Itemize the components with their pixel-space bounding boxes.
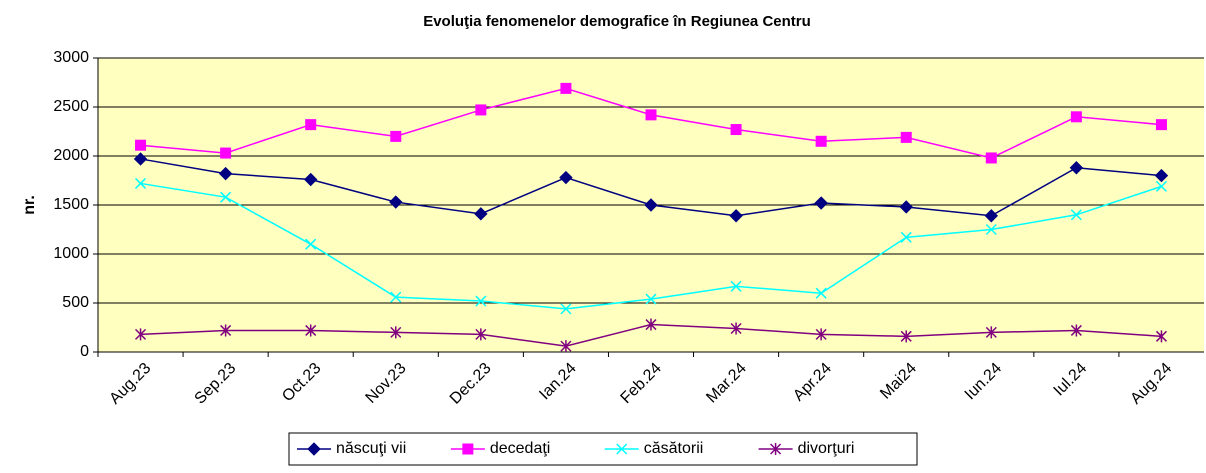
marker <box>218 166 233 181</box>
x-tick-label: Apr.24 <box>790 360 835 405</box>
x-tick-label: Oct.23 <box>279 360 324 405</box>
marker <box>815 287 827 299</box>
marker <box>560 82 572 94</box>
marker <box>220 191 232 203</box>
marker <box>135 139 147 151</box>
legend-label: decedaţi <box>490 440 551 457</box>
marker <box>900 131 912 143</box>
marker <box>1154 168 1169 183</box>
y-tick-label: 500 <box>62 294 89 311</box>
marker <box>220 324 232 337</box>
y-tick-label: 0 <box>80 343 89 360</box>
x-tick-label: Nov.23 <box>363 360 410 407</box>
marker <box>390 130 402 142</box>
marker <box>616 443 628 455</box>
marker <box>560 303 572 315</box>
marker <box>645 293 657 305</box>
marker <box>305 119 317 131</box>
x-tick-label: Mar.24 <box>703 360 750 407</box>
y-tick-label: 1500 <box>53 196 89 213</box>
marker <box>135 328 147 341</box>
y-tick-label: 2000 <box>53 147 89 164</box>
marker <box>1070 111 1082 123</box>
marker <box>1155 180 1167 192</box>
x-tick-label: Iul.24 <box>1050 360 1090 400</box>
marker <box>305 238 317 250</box>
marker <box>984 209 999 223</box>
marker <box>770 443 782 455</box>
marker <box>1155 330 1167 343</box>
marker <box>135 177 147 189</box>
marker <box>1070 324 1082 337</box>
y-axis-label: nr. <box>21 195 38 215</box>
y-tick-label: 3000 <box>53 49 89 66</box>
x-tick-label: Ian.24 <box>536 360 580 404</box>
marker <box>475 295 487 307</box>
marker <box>220 147 232 159</box>
marker <box>985 152 997 164</box>
marker <box>985 223 997 236</box>
marker <box>1069 161 1084 175</box>
marker <box>645 109 657 121</box>
x-tick-label: Aug.23 <box>106 360 154 408</box>
marker <box>815 135 827 147</box>
marker <box>307 442 321 456</box>
marker <box>559 170 573 185</box>
y-tick-label: 1000 <box>53 245 89 262</box>
marker <box>729 209 743 223</box>
marker <box>985 326 997 339</box>
marker <box>475 328 487 341</box>
marker <box>899 200 913 214</box>
marker <box>814 196 828 210</box>
marker <box>730 280 742 292</box>
marker <box>390 291 402 303</box>
marker <box>1070 209 1082 221</box>
marker <box>1155 119 1167 131</box>
marker <box>462 443 474 455</box>
marker <box>644 198 658 212</box>
marker <box>730 124 742 136</box>
marker <box>475 104 487 116</box>
marker <box>389 195 403 209</box>
x-tick-label: Sep.23 <box>192 360 240 408</box>
chart-title: Evoluţia fenomenelor demografice în Regi… <box>423 13 811 30</box>
x-tick-label: Mai24 <box>877 360 920 403</box>
legend-label: divorţuri <box>798 440 855 457</box>
marker <box>474 207 488 221</box>
x-tick-label: Dec.23 <box>447 360 495 408</box>
marker <box>390 326 402 339</box>
legend-label: căsătorii <box>644 440 704 457</box>
marker <box>900 330 912 343</box>
marker <box>303 172 318 187</box>
marker <box>900 231 912 243</box>
marker <box>305 324 317 337</box>
y-tick-label: 2500 <box>53 98 89 115</box>
marker <box>645 318 657 331</box>
legend-box <box>288 432 918 466</box>
marker <box>815 328 827 341</box>
x-tick-label: Iun.24 <box>962 360 1006 404</box>
x-tick-label: Feb.24 <box>618 360 665 407</box>
marker <box>730 322 742 335</box>
marker <box>133 152 148 166</box>
x-tick-label: Aug.24 <box>1127 360 1175 408</box>
legend-label: născuţi vii <box>336 440 406 457</box>
marker <box>560 340 572 353</box>
